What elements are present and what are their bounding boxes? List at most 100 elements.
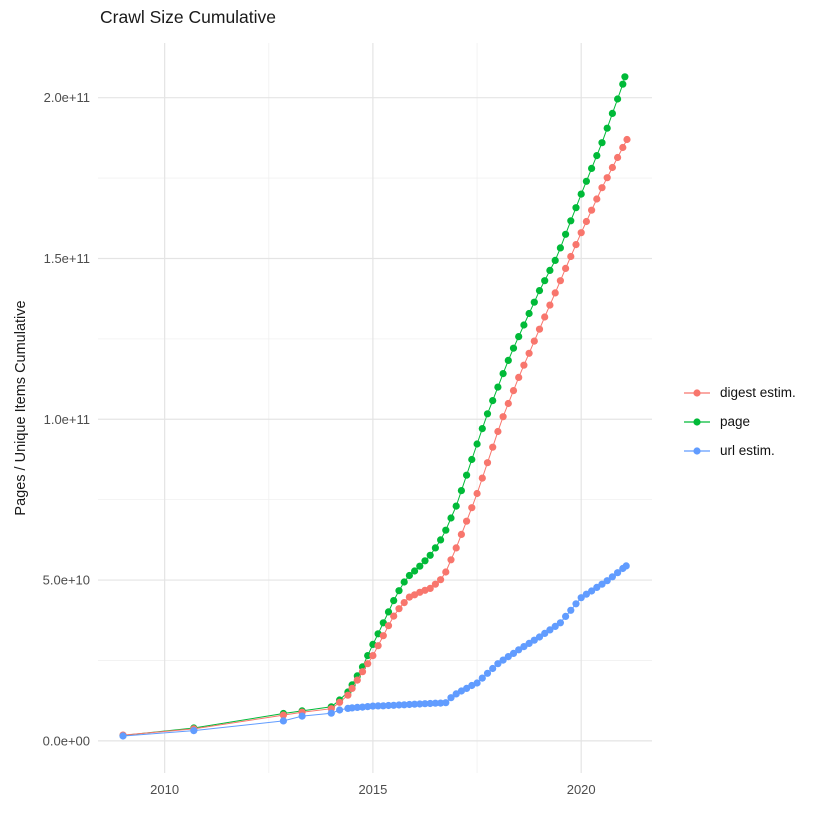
data-point bbox=[483, 410, 492, 418]
data-point bbox=[608, 573, 617, 581]
data-point bbox=[400, 578, 408, 586]
data-point bbox=[556, 619, 565, 627]
data-point bbox=[621, 73, 629, 81]
data-point bbox=[499, 370, 507, 378]
legend-item-url-estim-: url estim. bbox=[683, 436, 796, 465]
data-point bbox=[598, 580, 606, 588]
data-point bbox=[499, 413, 507, 421]
data-point bbox=[551, 622, 559, 631]
data-point bbox=[562, 612, 570, 621]
data-point bbox=[364, 652, 372, 660]
chart-title: Crawl Size Cumulative bbox=[100, 7, 277, 27]
x-tick-label: 2015 bbox=[358, 782, 387, 797]
data-point bbox=[336, 706, 344, 714]
data-point bbox=[364, 703, 372, 711]
data-point bbox=[541, 629, 549, 638]
x-tick-label: 2010 bbox=[150, 782, 179, 797]
data-point bbox=[411, 567, 419, 575]
data-point bbox=[598, 139, 606, 147]
data-point bbox=[546, 266, 554, 274]
data-point bbox=[614, 569, 622, 577]
data-point bbox=[353, 703, 361, 712]
data-point bbox=[494, 427, 502, 436]
data-point bbox=[562, 230, 570, 238]
legend-item-label: digest estim. bbox=[720, 385, 796, 400]
data-point bbox=[614, 95, 622, 103]
data-point bbox=[358, 668, 367, 676]
data-point bbox=[379, 702, 387, 710]
y-tick-label: 5.0e+10 bbox=[43, 573, 90, 588]
data-point bbox=[431, 580, 439, 588]
data-point bbox=[374, 642, 382, 650]
data-point bbox=[442, 568, 450, 576]
data-point bbox=[384, 608, 393, 616]
data-point bbox=[619, 143, 627, 152]
data-point bbox=[515, 333, 523, 341]
data-point bbox=[473, 440, 481, 448]
data-point bbox=[298, 712, 306, 720]
data-point bbox=[473, 489, 481, 498]
series-line-url-estim- bbox=[122, 565, 627, 737]
data-point bbox=[400, 701, 408, 709]
data-point bbox=[520, 643, 528, 651]
data-point bbox=[582, 217, 591, 226]
y-tick-label: 2.0e+11 bbox=[44, 90, 90, 105]
data-point bbox=[463, 517, 471, 525]
data-point bbox=[364, 660, 372, 668]
data-point bbox=[562, 264, 570, 272]
data-point bbox=[588, 206, 596, 214]
data-point bbox=[447, 694, 455, 702]
data-point bbox=[426, 699, 434, 708]
data-point bbox=[551, 256, 559, 264]
data-point bbox=[593, 152, 601, 160]
data-point bbox=[530, 298, 538, 306]
legend-item-label: url estim. bbox=[720, 443, 775, 458]
data-point bbox=[520, 321, 528, 329]
data-point bbox=[395, 605, 403, 613]
data-point bbox=[431, 699, 439, 707]
data-point bbox=[603, 124, 611, 132]
data-point bbox=[504, 356, 512, 364]
data-point bbox=[478, 674, 486, 682]
data-point bbox=[358, 703, 367, 711]
y-tick-label: 1.5e+11 bbox=[44, 251, 90, 266]
data-point bbox=[344, 691, 352, 699]
data-point bbox=[395, 587, 403, 595]
data-point bbox=[426, 584, 434, 593]
data-point bbox=[416, 562, 424, 570]
data-point bbox=[572, 600, 580, 608]
data-point bbox=[395, 701, 403, 709]
data-point bbox=[348, 684, 356, 693]
legend-item-page: page bbox=[683, 407, 796, 436]
data-point bbox=[567, 252, 575, 261]
series-line-page bbox=[122, 76, 626, 736]
data-point bbox=[279, 717, 287, 725]
data-point bbox=[530, 337, 538, 345]
data-point bbox=[405, 571, 413, 580]
y-tick-label: 0.0e+00 bbox=[43, 733, 90, 748]
data-point bbox=[348, 704, 356, 712]
legend: digest estim. page url estim. bbox=[683, 378, 796, 465]
data-point bbox=[431, 544, 439, 552]
data-point bbox=[530, 636, 538, 644]
data-point bbox=[416, 700, 424, 708]
legend-item-label: page bbox=[720, 414, 751, 429]
data-point bbox=[525, 349, 533, 357]
data-point bbox=[489, 397, 497, 405]
x-tick-label: 2020 bbox=[567, 782, 596, 797]
data-point bbox=[588, 587, 596, 595]
data-point bbox=[369, 652, 377, 660]
data-point bbox=[608, 163, 617, 172]
data-point bbox=[499, 656, 507, 664]
data-point bbox=[509, 344, 518, 352]
data-point bbox=[504, 653, 512, 661]
data-point bbox=[509, 649, 518, 658]
data-point bbox=[567, 606, 575, 614]
data-point bbox=[384, 701, 393, 710]
data-point bbox=[577, 190, 585, 198]
data-point bbox=[327, 709, 335, 717]
legend-key-icon bbox=[684, 446, 710, 455]
data-point bbox=[390, 612, 398, 620]
data-point bbox=[452, 544, 460, 552]
